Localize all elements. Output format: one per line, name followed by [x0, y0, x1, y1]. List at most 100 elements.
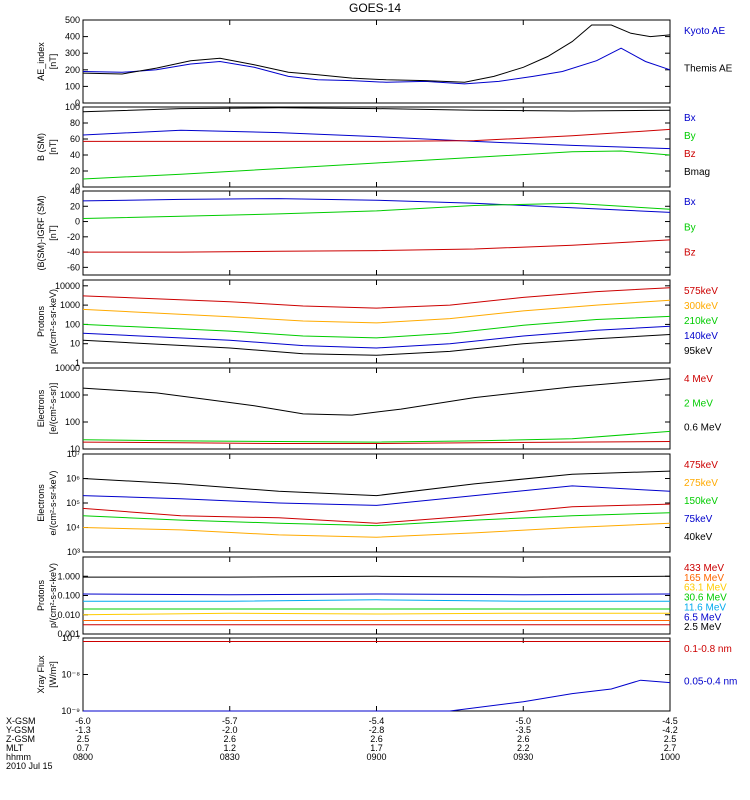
x-tick-label: -6.0 — [75, 716, 91, 726]
legend-label: Bmag — [684, 167, 710, 178]
x-tick-label: 2.2 — [517, 743, 530, 753]
legend-label: 4 MeV — [684, 374, 713, 385]
series-line — [82, 47, 671, 85]
y-tick-label: 10⁻⁷ — [62, 633, 80, 643]
legend-label: 0.6 MeV — [684, 423, 722, 434]
y-tick-label: 100 — [65, 102, 80, 112]
x-axis-row-label: Y-GSM — [6, 725, 35, 735]
y-tick-label: 100 — [65, 81, 80, 91]
legend-label: By — [684, 222, 696, 233]
legend-label: 2 MeV — [684, 398, 713, 409]
y-tick-label: 10000 — [55, 281, 80, 291]
x-tick-label: 2.5 — [664, 734, 677, 744]
x-tick-label: -5.0 — [515, 716, 531, 726]
y-axis-label: Electrons — [36, 389, 46, 427]
y-tick-label: 300 — [65, 48, 80, 58]
series-line — [82, 441, 671, 444]
plot-title: GOES-14 — [349, 1, 401, 15]
series-line — [82, 503, 671, 524]
y-tick-label: 1.000 — [57, 571, 80, 581]
legend-label: 275keV — [684, 478, 718, 489]
series-line — [83, 575, 671, 578]
y-tick-label: 0.010 — [57, 610, 80, 620]
panel-frame — [82, 556, 671, 635]
y-tick-label: 10³ — [67, 547, 80, 557]
y-tick-label: -60 — [67, 262, 80, 272]
y-axis-unit: p/(cm²-s-sr-keV) — [48, 289, 58, 354]
x-tick-label: 1000 — [660, 752, 680, 762]
x-tick-label: 2.6 — [370, 734, 383, 744]
legend-label: Kyoto AE — [684, 26, 725, 37]
y-tick-label: -20 — [67, 232, 80, 242]
series-line — [82, 512, 671, 527]
legend-label: 475keV — [684, 460, 718, 471]
series-line — [82, 485, 671, 506]
series-line — [83, 679, 671, 712]
y-axis-unit: [nT] — [48, 139, 58, 155]
y-tick-label: 10⁷ — [67, 449, 80, 459]
legend-label: Bx — [684, 197, 696, 208]
y-axis-label: (B(SM)-IGRF (SM) — [36, 196, 46, 271]
series-line — [82, 470, 671, 497]
x-tick-label: -5.7 — [222, 716, 238, 726]
legend-label: 11.6 MeV — [684, 602, 726, 613]
y-tick-label: 100 — [65, 319, 80, 329]
plot-date: 2010 Jul 15 — [6, 761, 53, 771]
y-tick-label: 1000 — [60, 300, 80, 310]
y-tick-label: 10⁴ — [66, 523, 80, 533]
y-axis-label: Electrons — [36, 484, 46, 522]
legend-label: 300keV — [684, 301, 718, 312]
y-tick-label: 10 — [70, 444, 80, 454]
series-line — [82, 202, 671, 219]
panel-frame — [82, 19, 671, 104]
y-tick-label: 0.001 — [57, 629, 80, 639]
y-tick-label: 0 — [75, 217, 80, 227]
legend-label: 75keV — [684, 514, 713, 525]
x-axis-row-label: Z-GSM — [6, 734, 35, 744]
y-tick-label: 40 — [70, 186, 80, 196]
legend-label: 2.5 MeV — [684, 622, 722, 633]
x-tick-label: -4.5 — [662, 716, 678, 726]
series-line — [82, 129, 671, 150]
legend-label: Bx — [684, 113, 696, 124]
y-tick-label: 10⁻⁹ — [61, 706, 80, 716]
x-tick-label: -5.4 — [369, 716, 385, 726]
x-axis-row-label: hhmm — [6, 752, 31, 762]
y-axis-label: Protons — [36, 579, 46, 611]
y-tick-label: 200 — [65, 65, 80, 75]
y-tick-label: 20 — [70, 201, 80, 211]
y-tick-label: 60 — [70, 134, 80, 144]
y-tick-label: 1 — [75, 358, 80, 368]
y-tick-label: 10 — [70, 339, 80, 349]
x-tick-label: 1.2 — [223, 743, 236, 753]
y-axis-unit: e/(cm²-s-sr-keV) — [48, 471, 58, 536]
x-tick-label: 0930 — [513, 752, 533, 762]
y-tick-label: 1000 — [60, 390, 80, 400]
series-line — [82, 430, 671, 443]
series-line — [82, 334, 671, 356]
series-line — [83, 128, 671, 142]
y-axis-unit: [nT] — [48, 54, 58, 70]
legend-label: 165 MeV — [684, 573, 724, 584]
series-line — [82, 522, 671, 538]
x-tick-label: 0830 — [220, 752, 240, 762]
y-tick-label: -40 — [67, 247, 80, 257]
series-line — [82, 378, 671, 416]
series-line — [82, 612, 670, 616]
series-line — [82, 593, 671, 596]
y-tick-label: 80 — [70, 118, 80, 128]
y-axis-label: Protons — [36, 305, 46, 337]
series-line — [82, 24, 671, 83]
legend-label: 95keV — [684, 346, 713, 357]
series-line — [83, 599, 670, 602]
legend-label: By — [684, 131, 696, 142]
legend-label: 140keV — [684, 331, 718, 342]
series-line — [82, 287, 671, 309]
x-tick-label: 0800 — [73, 752, 93, 762]
y-tick-label: 400 — [65, 32, 80, 42]
series-line — [82, 150, 671, 180]
legend-label: 210keV — [684, 316, 718, 327]
y-axis-unit: [e/(cm²-s-sr)] — [48, 383, 58, 435]
y-axis-unit: [W/m²] — [48, 661, 58, 688]
